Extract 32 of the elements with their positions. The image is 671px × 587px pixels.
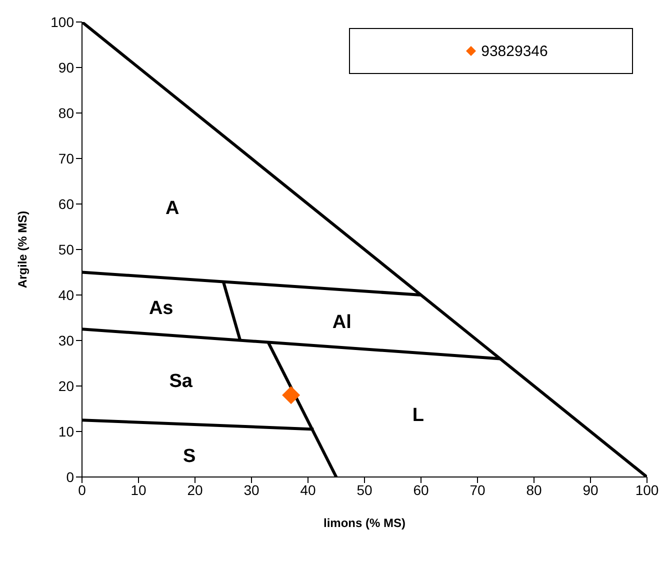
y-tick-label: 30 — [58, 332, 74, 348]
y-tick-label: 100 — [50, 14, 74, 30]
x-tick-label: 30 — [244, 482, 260, 498]
y-tick-label: 80 — [58, 104, 74, 121]
x-tick-label: 100 — [635, 482, 659, 498]
x-tick-label: 80 — [526, 482, 542, 498]
x-tick-label: 70 — [470, 482, 486, 498]
y-tick-label: 90 — [58, 59, 74, 76]
x-tick-label: 50 — [356, 482, 372, 498]
y-tick-label: 20 — [58, 378, 74, 394]
legend-frame: 93829346 — [349, 28, 633, 74]
y-tick-label: 40 — [58, 286, 74, 303]
x-tick-label: 20 — [187, 482, 203, 498]
legend-label: 93829346 — [480, 42, 548, 60]
y-tick-label: 10 — [58, 423, 74, 440]
annotation: Sa — [169, 370, 193, 392]
x-tick-label: 60 — [413, 482, 429, 498]
y-tick-label: 50 — [58, 241, 74, 258]
x-axis-title: limons (% MS) — [323, 516, 406, 530]
annotation: L — [412, 405, 424, 426]
annotation: Al — [332, 312, 352, 333]
annotation: As — [148, 298, 174, 320]
y-axis-title: Argile (% MS) — [15, 210, 30, 288]
y-tick-label: 70 — [58, 150, 74, 166]
y-tick-label: 60 — [58, 196, 74, 212]
x-tick-label: 0 — [78, 482, 86, 498]
annotation: S — [183, 446, 196, 468]
annotation: A — [166, 198, 180, 220]
x-tick-label: 90 — [582, 482, 598, 498]
y-tick-label: 0 — [66, 468, 74, 485]
x-tick-label: 40 — [300, 482, 316, 498]
x-tick-label: 10 — [130, 482, 146, 498]
